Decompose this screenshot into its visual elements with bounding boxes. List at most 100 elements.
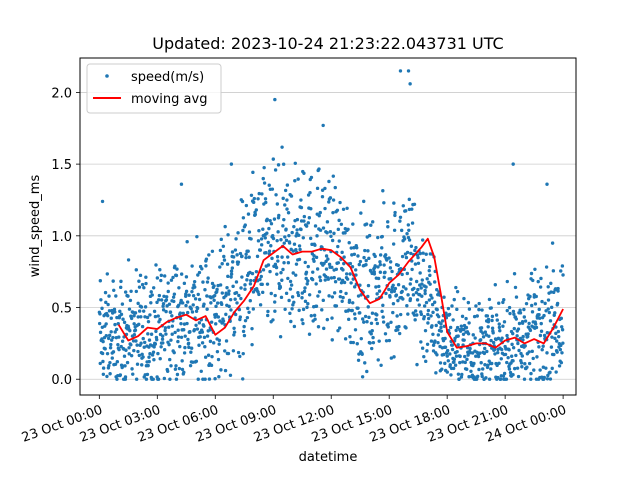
scatter-point bbox=[380, 246, 384, 250]
scatter-point bbox=[378, 260, 382, 264]
scatter-point bbox=[467, 375, 471, 379]
scatter-point bbox=[306, 264, 310, 269]
scatter-point bbox=[340, 250, 344, 255]
scatter-point bbox=[367, 256, 371, 261]
scatter-point bbox=[414, 291, 419, 295]
scatter-point bbox=[346, 227, 350, 231]
scatter-point bbox=[241, 329, 246, 334]
scatter-point bbox=[280, 255, 284, 259]
scatter-point bbox=[379, 363, 383, 367]
scatter-point bbox=[419, 340, 423, 344]
scatter-point bbox=[158, 317, 162, 322]
scatter-point bbox=[292, 300, 296, 304]
scatter-point bbox=[245, 315, 250, 320]
scatter-point bbox=[457, 377, 461, 381]
scatter-point bbox=[217, 342, 221, 346]
scatter-point bbox=[339, 222, 344, 227]
scatter-point bbox=[367, 233, 372, 238]
scatter-point bbox=[160, 334, 165, 338]
scatter-point bbox=[225, 285, 229, 290]
scatter-point bbox=[371, 335, 375, 340]
scatter-point bbox=[405, 271, 410, 276]
scatter-point bbox=[269, 222, 274, 226]
scatter-point bbox=[250, 271, 255, 276]
scatter-point bbox=[390, 269, 394, 274]
scatter-point bbox=[455, 349, 459, 354]
scatter-point bbox=[502, 298, 506, 302]
scatter-point bbox=[386, 322, 390, 326]
scatter-point bbox=[178, 311, 182, 315]
scatter-point bbox=[174, 377, 179, 381]
scatter-point bbox=[544, 366, 548, 370]
scatter-point bbox=[428, 282, 432, 286]
scatter-point bbox=[251, 307, 256, 311]
scatter-point bbox=[190, 310, 195, 314]
scatter-point bbox=[521, 338, 525, 342]
scatter-point bbox=[306, 221, 311, 225]
scatter-point bbox=[147, 359, 151, 364]
scatter-point bbox=[376, 276, 381, 281]
scatter-point bbox=[517, 348, 521, 353]
scatter-point bbox=[276, 230, 280, 234]
scatter-point bbox=[555, 339, 559, 343]
scatter-point bbox=[229, 272, 234, 276]
scatter-point bbox=[258, 277, 262, 282]
scatter-point bbox=[533, 267, 537, 271]
scatter-point bbox=[111, 279, 115, 283]
scatter-point bbox=[136, 349, 140, 354]
scatter-point bbox=[184, 289, 189, 294]
scatter-point bbox=[296, 177, 300, 181]
scatter-point bbox=[172, 350, 176, 355]
scatter-point bbox=[118, 309, 122, 314]
scatter-point bbox=[504, 377, 509, 381]
scatter-point bbox=[363, 248, 367, 253]
scatter-point bbox=[134, 377, 139, 381]
scatter-point bbox=[538, 333, 543, 338]
scatter-point bbox=[365, 369, 369, 374]
scatter-point bbox=[129, 316, 134, 321]
scatter-point bbox=[130, 367, 134, 371]
scatter-point bbox=[181, 311, 185, 315]
scatter-point bbox=[512, 326, 516, 331]
scatter-point bbox=[120, 339, 125, 343]
scatter-point bbox=[259, 274, 263, 279]
scatter-point bbox=[292, 242, 297, 246]
scatter-point bbox=[114, 327, 119, 332]
scatter-point bbox=[366, 294, 370, 299]
scatter-point bbox=[498, 329, 502, 333]
scatter-point bbox=[298, 247, 302, 252]
scatter-point bbox=[318, 275, 322, 279]
scatter-point bbox=[146, 332, 150, 336]
scatter-point bbox=[426, 312, 430, 317]
scatter-point bbox=[297, 244, 302, 248]
scatter-point bbox=[104, 333, 108, 338]
scatter-point bbox=[167, 302, 172, 306]
scatter-point bbox=[389, 356, 394, 360]
scatter-point bbox=[356, 358, 361, 362]
scatter-point bbox=[316, 294, 320, 298]
scatter-point bbox=[410, 267, 414, 272]
scatter-point bbox=[398, 215, 403, 220]
scatter-point bbox=[456, 372, 461, 376]
scatter-point bbox=[451, 318, 455, 322]
scatter-point bbox=[110, 356, 114, 360]
scatter-point bbox=[360, 317, 365, 321]
scatter-point bbox=[193, 285, 197, 289]
scatter-point bbox=[431, 332, 435, 337]
scatter-point bbox=[350, 265, 355, 269]
scatter-point bbox=[261, 290, 265, 295]
scatter-point bbox=[327, 294, 331, 298]
scatter-point bbox=[197, 343, 201, 347]
scatter-point bbox=[392, 355, 396, 359]
scatter-point bbox=[226, 233, 230, 237]
scatter-point bbox=[288, 287, 293, 291]
scatter-point bbox=[179, 321, 183, 326]
scatter-point bbox=[152, 309, 157, 314]
scatter-point bbox=[318, 228, 323, 232]
scatter-point bbox=[241, 216, 246, 220]
scatter-point bbox=[548, 370, 552, 375]
scatter-point bbox=[297, 233, 301, 237]
scatter-point bbox=[519, 361, 524, 365]
scatter-point bbox=[183, 345, 187, 350]
scatter-series bbox=[97, 69, 565, 381]
